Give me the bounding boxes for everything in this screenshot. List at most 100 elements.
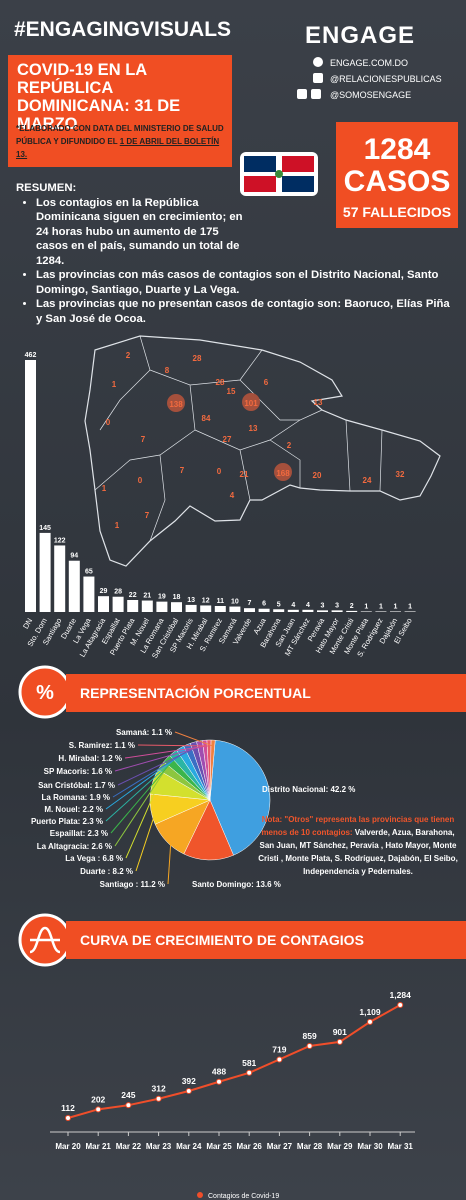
flag-blue — [244, 156, 276, 172]
leader-line — [125, 783, 160, 859]
twitter-icon — [311, 89, 321, 99]
bar-label: 145 — [39, 525, 51, 532]
leader-line — [124, 745, 206, 759]
map-marker — [167, 394, 185, 412]
point-label: 1,109 — [359, 1007, 381, 1017]
map-label: 27 — [223, 435, 232, 444]
bar — [244, 608, 255, 612]
leader-line — [174, 731, 214, 747]
bar-label: 2 — [350, 603, 354, 610]
bar — [127, 600, 139, 612]
leader-line — [137, 744, 210, 747]
summary: RESUMEN: Los contagios en la República D… — [16, 181, 456, 326]
point-label: 581 — [242, 1058, 256, 1068]
source-link[interactable]: 1 DE ABRIL DEL BOLETÍN 13. — [16, 137, 220, 159]
x-tick-label: Mar 30 — [357, 1142, 383, 1151]
pie-label: La Altagracia: 2.6 % — [37, 842, 112, 851]
bar — [287, 609, 299, 612]
map-label: 0 — [217, 467, 222, 476]
bar — [346, 610, 358, 612]
bar-label: 21 — [143, 593, 151, 600]
bar-label: 1 — [379, 603, 383, 610]
hashtag: #ENGAGINGVISUALS — [14, 18, 232, 41]
bar-label: 1 — [394, 603, 398, 610]
pie-label: Espaillat: 2.3 % — [50, 829, 108, 838]
map-label: 24 — [363, 476, 372, 485]
x-tick-label: Mar 24 — [176, 1142, 202, 1151]
leader-line — [114, 746, 201, 772]
x-tick-label: Mar 26 — [237, 1142, 263, 1151]
pie-label: La Vega : 6.8 % — [65, 854, 123, 863]
leader-line — [112, 749, 190, 798]
bar — [375, 611, 387, 612]
source: *ELABORADO CON DATA DEL MINISTERIO DE SA… — [16, 122, 228, 161]
x-tick-label: Mar 23 — [146, 1142, 172, 1151]
bar — [185, 604, 197, 612]
map — [84, 335, 441, 567]
map-borders — [94, 335, 383, 542]
bar — [98, 596, 109, 612]
title-box: COVID-19 EN LA REPÚBLICA DOMINICANA: 31 … — [8, 55, 232, 167]
bar — [156, 601, 168, 612]
bar-label: 6 — [262, 601, 266, 608]
bar — [25, 360, 36, 612]
map-label: 101 — [244, 399, 258, 408]
point-label: 202 — [91, 1094, 105, 1104]
map-label: 8 — [165, 366, 170, 375]
point — [155, 1095, 162, 1102]
map-outline — [84, 335, 441, 567]
bar-label: 122 — [54, 537, 66, 544]
legend-label: Contagios de Covid-19 — [208, 1193, 279, 1200]
bar-label: 10 — [231, 599, 239, 606]
point-label: 901 — [333, 1027, 347, 1037]
instagram-icon — [313, 73, 323, 83]
pie-label: La Romana: 1.9 % — [42, 793, 110, 802]
point-label: 245 — [121, 1090, 135, 1100]
note-lead: Nota: "Otros" representa las provincias … — [261, 815, 455, 837]
note-body: Valverde, Azua, Barahona, San Juan, MT S… — [258, 828, 458, 876]
pie-label: Samaná: 1.1 % — [116, 728, 172, 737]
map-label: 7 — [141, 435, 146, 444]
map-label: 13 — [249, 424, 258, 433]
facebook-icon — [297, 89, 307, 99]
map-label: 28 — [216, 378, 225, 387]
bar — [54, 545, 66, 612]
bar — [112, 596, 124, 612]
flag-blue — [282, 176, 314, 192]
bar-label: 28 — [114, 589, 122, 596]
summary-bullet: Las provincias con más casos de contagio… — [36, 268, 456, 297]
leader-line — [110, 762, 172, 834]
pie-slice — [209, 739, 271, 856]
summary-list: Los contagios en la República Dominicana… — [16, 196, 456, 327]
point — [185, 1088, 192, 1095]
point-label: 392 — [182, 1076, 196, 1086]
pie-label: Puerto Plata: 2.3 % — [31, 817, 103, 826]
bar — [200, 605, 212, 612]
bar — [317, 610, 328, 612]
pie-label: Distrito Nacional: 42.2 % — [262, 785, 355, 794]
social: @SOMOSENGAGE — [330, 90, 412, 100]
map-label: 20 — [313, 471, 322, 480]
x-tick-label: Mar 31 — [388, 1142, 414, 1151]
cases: 1284 — [363, 133, 431, 166]
map-label: 1 — [115, 521, 120, 530]
bar-label: 18 — [173, 594, 181, 601]
map-label: 138 — [169, 400, 183, 409]
line — [67, 1004, 401, 1119]
map-label: 7 — [145, 511, 150, 520]
bar — [171, 602, 182, 612]
point — [216, 1078, 222, 1085]
pie-label: Santiago : 11.2 % — [100, 880, 165, 889]
x-tick-label: Mar 29 — [327, 1142, 353, 1151]
percent-icon-text: % — [36, 682, 54, 704]
map-label: 2 — [287, 441, 292, 450]
bar-label: 4 — [306, 602, 310, 609]
map-label: 2 — [126, 351, 131, 360]
map-label: 0 — [106, 418, 111, 427]
bar — [258, 608, 270, 612]
point — [246, 1069, 253, 1076]
map-label: 28 — [193, 354, 202, 363]
leader-line — [167, 837, 172, 885]
pie-label: H. Mirabal: 1.2 % — [58, 754, 122, 763]
